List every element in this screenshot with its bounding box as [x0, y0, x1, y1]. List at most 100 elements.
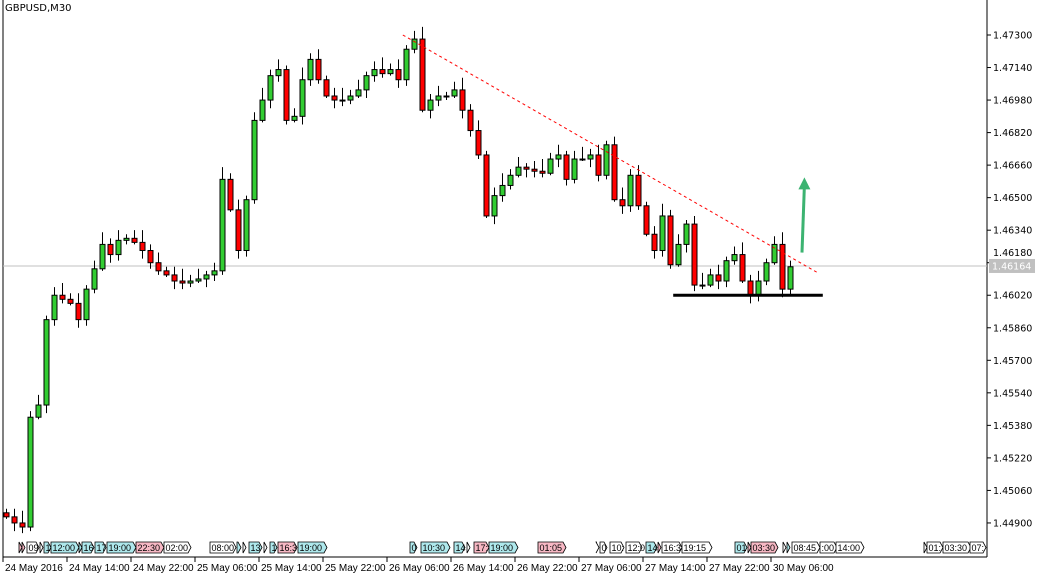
event-tag-label: 08:45	[794, 543, 817, 553]
event-tag[interactable]: 12:00	[50, 541, 80, 554]
event-tag[interactable]	[39, 541, 44, 554]
candle	[259, 87, 266, 123]
event-tag-box	[747, 541, 752, 554]
event-tag[interactable]: 01	[734, 541, 748, 554]
candle	[115, 230, 122, 261]
candle-body	[195, 278, 202, 282]
event-tag[interactable]: 09	[26, 541, 40, 554]
candle	[35, 394, 42, 420]
event-tag[interactable]	[595, 541, 600, 554]
candle-body	[155, 262, 162, 272]
candle-body	[411, 38, 418, 50]
event-tag-label: 12:00	[53, 543, 76, 553]
trendline	[402, 34, 819, 274]
candle	[475, 120, 482, 160]
candle	[643, 201, 650, 237]
event-tag[interactable]: 16:3	[661, 541, 683, 554]
candle	[755, 270, 762, 302]
event-tag-label: 16:3	[280, 543, 298, 553]
candle	[355, 79, 362, 99]
event-tag[interactable]: 01:	[926, 541, 944, 554]
event-tag[interactable]: 13	[248, 541, 263, 554]
event-tag[interactable]	[782, 541, 787, 554]
event-tag-box	[791, 541, 821, 554]
candle-body	[211, 270, 218, 276]
event-tag[interactable]	[263, 541, 268, 554]
candle	[83, 285, 90, 326]
event-tag[interactable]	[78, 541, 83, 554]
event-tag[interactable]	[242, 541, 247, 554]
event-tag[interactable]: 02:00	[163, 541, 192, 554]
candle	[347, 89, 354, 105]
event-tag[interactable]: 17:	[473, 541, 490, 554]
event-tag[interactable]: 03:30	[942, 541, 972, 554]
event-tag-label: 16:3	[664, 543, 682, 553]
event-tag-label: 01:05	[540, 543, 563, 553]
event-tag-label: 12:0	[628, 543, 646, 553]
candle	[299, 67, 306, 125]
candle-body	[619, 199, 626, 207]
event-tag[interactable]	[657, 541, 662, 554]
event-tag[interactable]: 07:	[969, 541, 987, 554]
event-tag[interactable]: 19:15	[681, 541, 713, 554]
event-tag[interactable]: 08:00	[209, 541, 237, 554]
event-tag[interactable]: 10:30	[420, 541, 451, 554]
candle-body	[19, 522, 26, 528]
event-tag[interactable]	[236, 541, 242, 554]
event-tag[interactable]	[466, 541, 471, 554]
candle-body	[723, 260, 730, 282]
event-tag[interactable]: 1	[269, 541, 278, 554]
candle-body	[731, 254, 738, 262]
candle	[219, 167, 226, 275]
candle-body	[355, 89, 362, 97]
x-tick-label: 26 May 22:00	[517, 563, 578, 574]
candle	[739, 242, 746, 284]
event-tag[interactable]: 14	[645, 541, 658, 554]
candle	[483, 150, 490, 218]
event-tag[interactable]: 16	[81, 541, 95, 554]
event-tag[interactable]: 1	[43, 541, 52, 554]
event-tag[interactable]: 14	[453, 541, 466, 554]
event-tag[interactable]	[786, 541, 791, 554]
event-tag[interactable]: 10:	[609, 541, 625, 554]
candle	[771, 236, 778, 265]
candle	[323, 75, 330, 99]
event-tag[interactable]: 22:30	[135, 541, 165, 554]
candle	[315, 49, 322, 84]
candle-body	[43, 319, 50, 406]
event-tag[interactable]: 0	[409, 541, 418, 554]
event-tag[interactable]: 0	[599, 541, 608, 554]
event-tag-label: 13	[251, 543, 261, 553]
event-tag[interactable]: 19:00	[488, 541, 519, 554]
event-tag[interactable]: 03:30	[750, 541, 779, 554]
event-tag[interactable]: 01:05	[537, 541, 567, 554]
y-tick-label: 1.46020	[993, 291, 1032, 302]
event-tag[interactable]: :00	[819, 541, 838, 554]
candle	[611, 136, 618, 202]
event-tag-box	[969, 541, 987, 554]
candle	[59, 283, 66, 304]
y-tick-label: 1.46340	[993, 226, 1032, 237]
event-tag[interactable]: 19:00	[297, 541, 328, 554]
candle	[387, 63, 394, 76]
event-tag[interactable]: 16:3	[277, 541, 298, 554]
x-tick-label: 30 May 06:00	[773, 563, 834, 574]
event-tag[interactable]: 17	[94, 541, 107, 554]
event-tag[interactable]	[18, 541, 23, 554]
candle-body	[531, 168, 538, 172]
event-tag[interactable]: 12:0	[625, 541, 646, 554]
candle-body	[83, 288, 90, 321]
event-tag[interactable]: 08:45	[791, 541, 821, 554]
candle-body	[779, 243, 786, 290]
candle-body	[315, 58, 322, 81]
candle	[75, 293, 82, 328]
event-tag[interactable]	[21, 541, 26, 554]
candle	[107, 238, 114, 263]
y-tick-label: 1.46180	[993, 248, 1032, 259]
event-tag[interactable]	[923, 541, 928, 554]
y-tick-label: 1.47140	[993, 63, 1032, 74]
event-tag[interactable]	[747, 541, 752, 554]
event-tag[interactable]: 14:00	[835, 541, 865, 554]
event-tag[interactable]: 19:00	[106, 541, 137, 554]
